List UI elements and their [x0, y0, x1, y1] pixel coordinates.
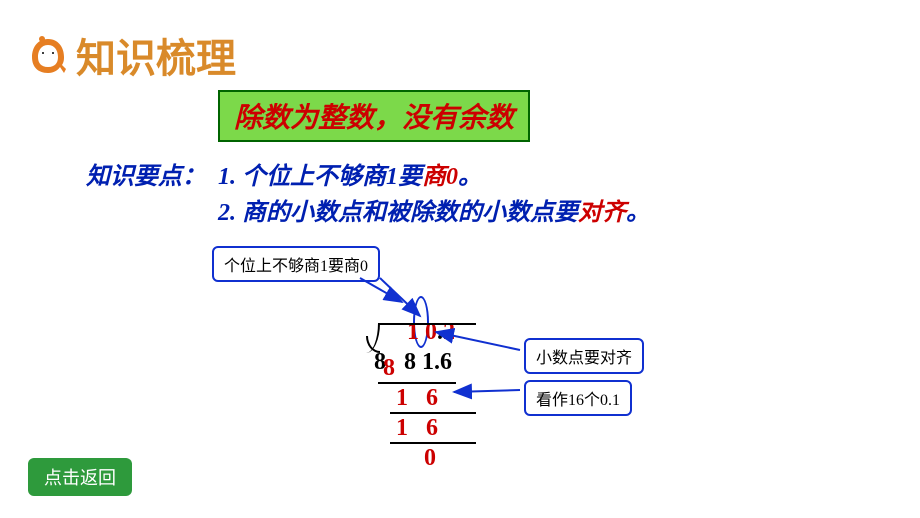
point-2a: 2. 商的小数点和被除数的小数点要: [218, 200, 578, 226]
rem-2: 0: [424, 446, 436, 470]
point-2b: 对齐: [578, 200, 626, 226]
sub-1: 8: [383, 356, 395, 380]
line-1: [378, 382, 456, 384]
q-icon: [28, 33, 68, 77]
point-2: 2. 商的小数点和被除数的小数点要对齐。: [218, 192, 650, 227]
title-box: 除数为整数，没有余数: [218, 90, 530, 142]
line-3: [390, 442, 476, 444]
dividend-a: 8 1: [404, 349, 434, 375]
callout-3: 看作16个0.1: [524, 380, 632, 416]
sub-2: 1 6: [396, 416, 438, 440]
callout-2: 小数点要对齐: [524, 338, 644, 374]
line-2b: [390, 412, 476, 414]
point-1c: 。: [458, 164, 482, 190]
dividend-b: 6: [440, 349, 452, 375]
point-2c: 。: [626, 200, 650, 226]
point-1a: 1. 个位上不够商1要: [218, 164, 422, 190]
vinculum: [378, 323, 476, 325]
header-title: 知识梳理: [76, 26, 236, 84]
point-1: 1. 个位上不够商1要商0。: [218, 156, 482, 191]
point-1b: 商0: [422, 164, 458, 190]
callout-1: 个位上不够商1要商0: [212, 246, 380, 282]
header: 知识梳理: [28, 26, 236, 84]
return-button[interactable]: 点击返回: [28, 458, 132, 496]
points-label: 知识要点：: [86, 156, 206, 191]
rem-1: 1 6: [396, 386, 438, 410]
